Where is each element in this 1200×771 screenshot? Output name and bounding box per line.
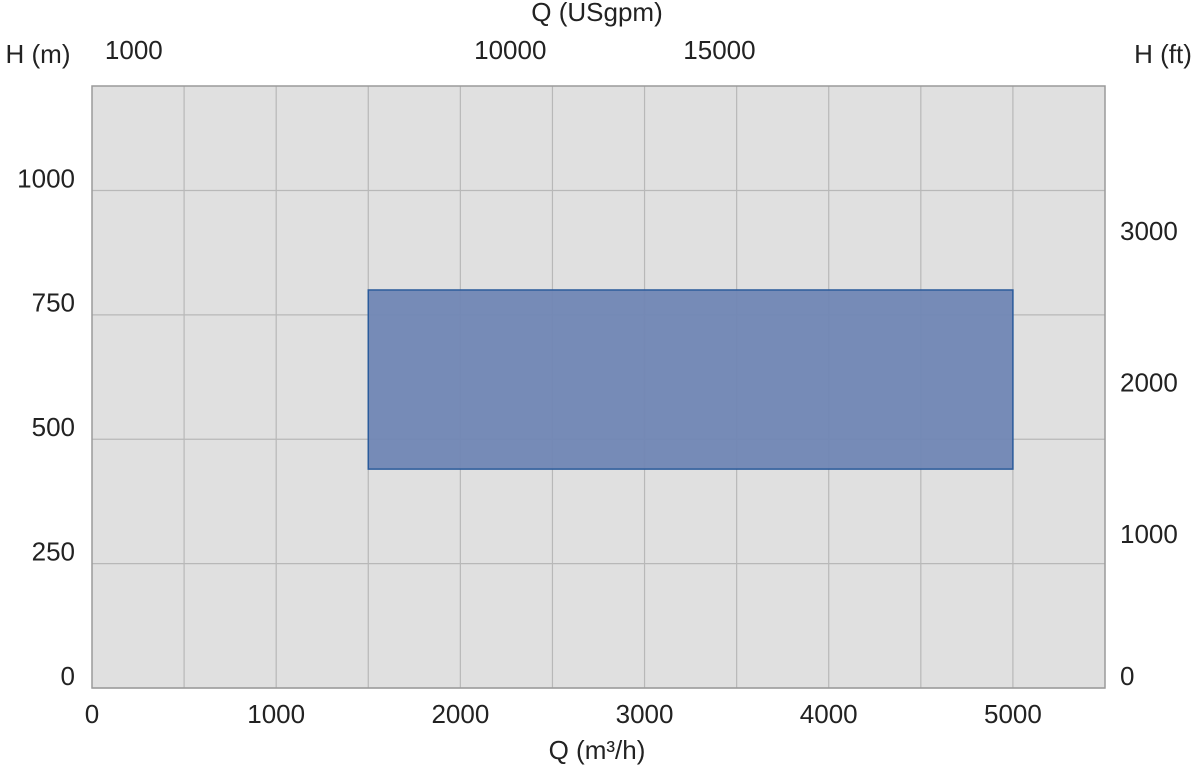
y2-tick-label: 0: [1120, 661, 1134, 691]
x2-tick-label: 15000: [683, 35, 755, 65]
y2-tick-label: 2000: [1120, 368, 1178, 398]
x-tick-label: 5000: [984, 699, 1042, 729]
y-tick-label: 500: [32, 412, 75, 442]
y-tick-label: 750: [32, 288, 75, 318]
x-tick-label: 4000: [800, 699, 858, 729]
y2-axis-title: H (ft): [1134, 39, 1192, 69]
operating-range: [367, 289, 1014, 470]
y-tick-label: 1000: [17, 163, 75, 193]
x2-tick-label: 10000: [474, 35, 546, 65]
top-axis-title: Q (USgpm): [531, 0, 662, 27]
x-tick-label: 1000: [247, 699, 305, 729]
y2-tick-label: 3000: [1120, 216, 1178, 246]
x-axis-title: Q (m³/h): [549, 735, 646, 765]
x-tick-label: 2000: [431, 699, 489, 729]
x-tick-label: 3000: [616, 699, 674, 729]
y-axis-title: H (m): [6, 39, 71, 69]
x-tick-label: 0: [85, 699, 99, 729]
plot-border: [91, 85, 1106, 689]
y2-tick-label: 1000: [1120, 519, 1178, 549]
y-tick-label: 250: [32, 536, 75, 566]
x2-tick-label: 1000: [105, 35, 163, 65]
y-tick-label: 0: [61, 661, 75, 691]
